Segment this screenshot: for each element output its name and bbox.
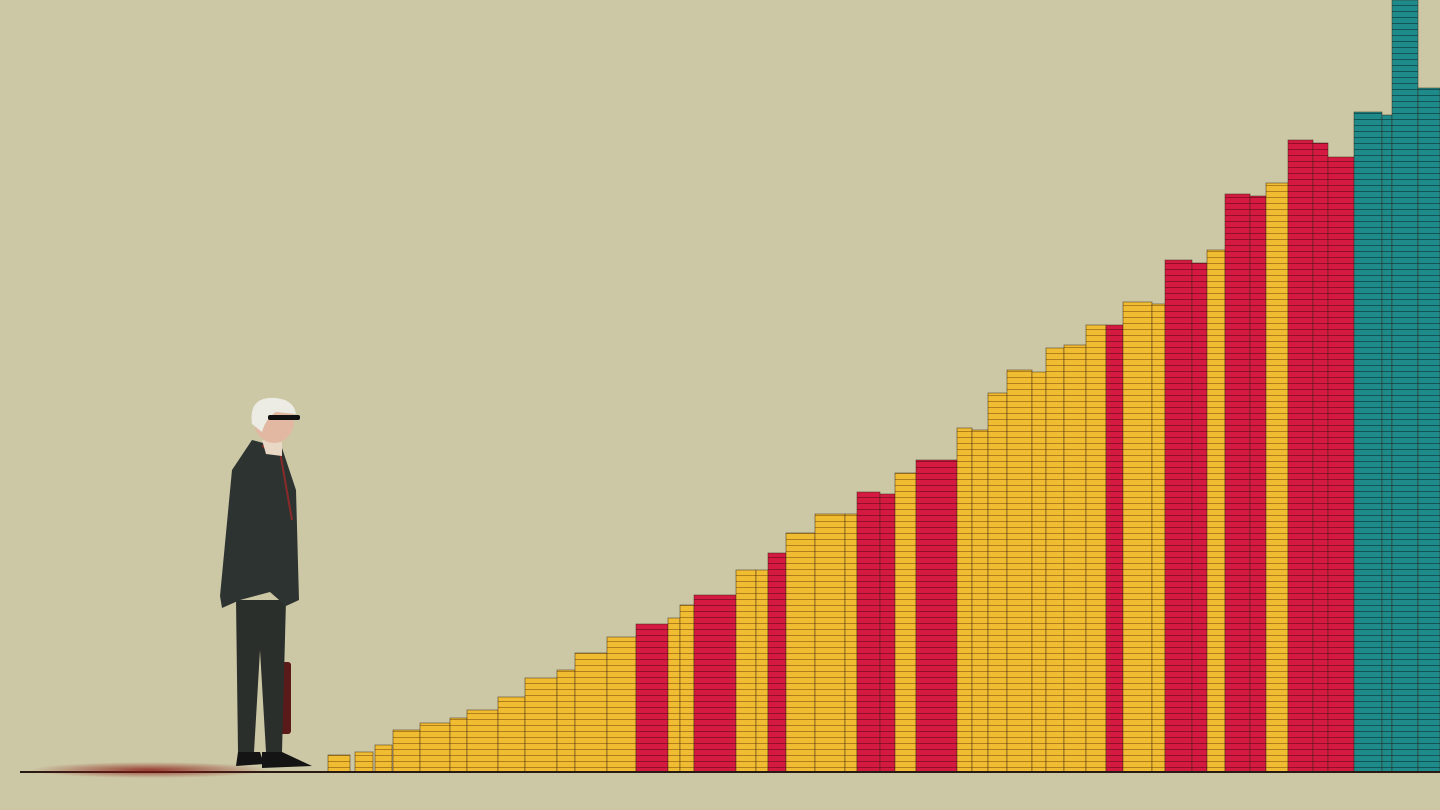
- bar-stack: [354, 751, 374, 773]
- bar-stack: [374, 744, 393, 773]
- bar-stack: [1287, 139, 1314, 773]
- bar-stack: [1312, 142, 1329, 773]
- bar-stack: [767, 552, 787, 773]
- bar-stack: [894, 472, 917, 773]
- bar-stack: [635, 623, 669, 773]
- bar-stack: [1045, 347, 1065, 773]
- bar-stack: [856, 491, 881, 773]
- bar-stacks: [327, 0, 1440, 773]
- bar-stack: [1063, 344, 1087, 773]
- bar-stack: [915, 459, 958, 773]
- bar-stack: [1105, 324, 1124, 773]
- shoes: [236, 752, 312, 768]
- bar-stack: [1417, 87, 1440, 773]
- bar-stack: [606, 636, 637, 773]
- bar-stack: [1151, 303, 1166, 773]
- collar: [262, 440, 282, 456]
- bar-stack: [449, 717, 468, 773]
- bar-stack: [956, 427, 973, 773]
- bar-stack: [1206, 249, 1226, 773]
- bar-stack: [1224, 193, 1251, 773]
- bar-stack: [755, 569, 769, 773]
- man: [220, 397, 312, 768]
- bar-stack: [844, 513, 858, 773]
- bar-stack: [556, 669, 576, 773]
- bar-stack: [785, 532, 816, 773]
- hair: [251, 397, 296, 432]
- bar-stack: [693, 594, 737, 773]
- bar-stack: [879, 493, 896, 773]
- bar-stack: [1191, 262, 1208, 773]
- bar-stack: [497, 696, 526, 773]
- bar-stack: [679, 604, 695, 773]
- bar-stack: [419, 722, 451, 773]
- trousers: [236, 600, 286, 752]
- bar-stack: [1353, 111, 1383, 773]
- bar-stack: [524, 677, 558, 773]
- bar-stack: [1006, 369, 1033, 773]
- bar-stack: [574, 652, 608, 773]
- jacket: [220, 440, 299, 608]
- bar-stack: [1265, 182, 1289, 773]
- bar-stack: [1085, 324, 1107, 773]
- bar-stack: [1031, 371, 1047, 773]
- shadow: [30, 762, 270, 778]
- bar-stack: [1122, 301, 1153, 773]
- bar-stack: [1327, 156, 1355, 773]
- bar-stack: [735, 569, 757, 773]
- bar-stack: [987, 392, 1008, 773]
- bar-stack: [1249, 195, 1267, 773]
- bar-stack: [392, 729, 421, 773]
- bar-stack: [667, 617, 681, 773]
- bar-stack: [814, 513, 846, 773]
- bar-stack: [1164, 259, 1193, 773]
- bar-stack: [1381, 114, 1393, 773]
- glasses: [268, 415, 300, 420]
- bar-stack: [327, 754, 351, 773]
- bar-stack: [466, 709, 499, 773]
- bar-stack: [1391, 0, 1419, 773]
- bar-stack: [971, 429, 989, 773]
